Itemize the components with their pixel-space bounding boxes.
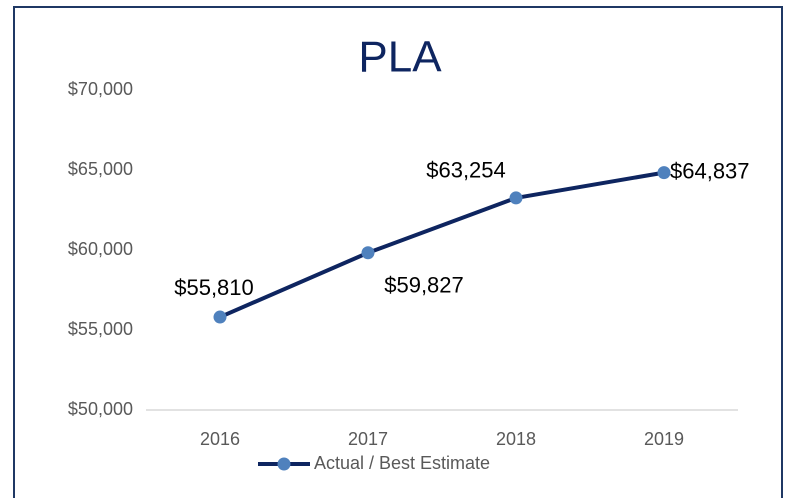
data-point bbox=[361, 246, 375, 260]
x-tick-label: 2017 bbox=[348, 429, 388, 449]
y-tick-label: $70,000 bbox=[68, 79, 133, 99]
data-label: $63,254 bbox=[426, 158, 506, 183]
x-tick-label: 2019 bbox=[644, 429, 684, 449]
y-tick-label: $55,000 bbox=[68, 319, 133, 339]
y-tick-label: $65,000 bbox=[68, 159, 133, 179]
y-tick-label: $50,000 bbox=[68, 399, 133, 419]
y-tick-label: $60,000 bbox=[68, 239, 133, 259]
data-point bbox=[509, 191, 523, 205]
chart-title: PLA bbox=[358, 33, 442, 82]
legend-label: Actual / Best Estimate bbox=[314, 453, 490, 473]
x-tick-label: 2016 bbox=[200, 429, 240, 449]
data-point bbox=[657, 166, 671, 180]
series-line bbox=[219, 170, 665, 319]
data-point bbox=[213, 310, 227, 324]
chart-frame bbox=[13, 6, 783, 498]
data-label: $55,810 bbox=[174, 275, 254, 300]
data-label: $59,827 bbox=[384, 273, 464, 298]
x-tick-label: 2018 bbox=[496, 429, 536, 449]
data-label: $64,837 bbox=[670, 158, 750, 183]
legend-marker bbox=[277, 457, 291, 471]
